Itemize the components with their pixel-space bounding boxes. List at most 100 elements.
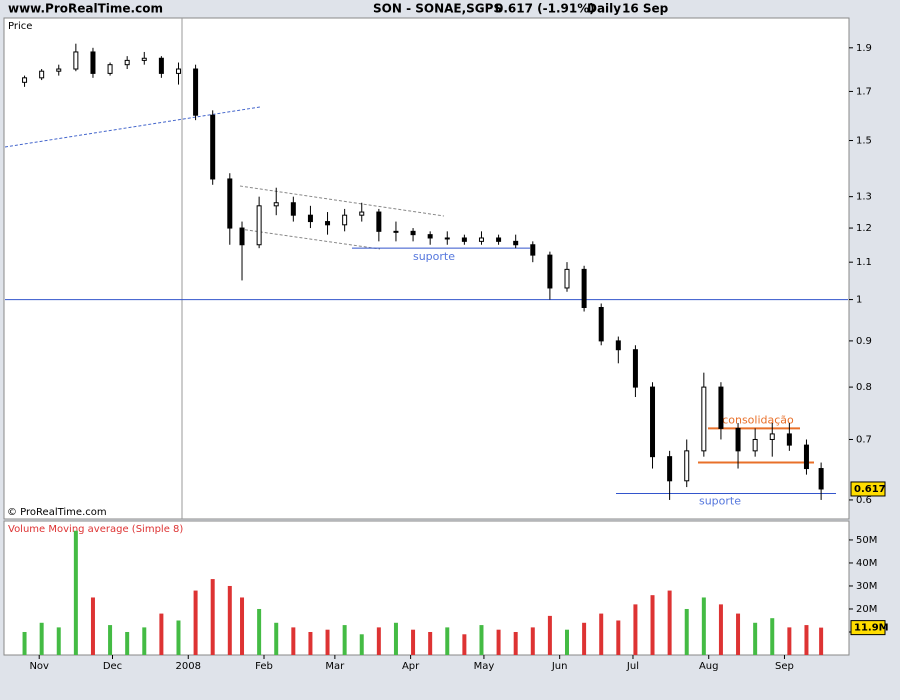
- volume-bar: [240, 597, 245, 655]
- volume-bar: [819, 627, 824, 655]
- candle-body: [718, 386, 724, 429]
- volume-bar: [56, 627, 61, 655]
- last-price-box: [850, 481, 886, 497]
- y-tick-label: 40M: [856, 558, 877, 569]
- last-volume: 11.9M: [854, 623, 889, 634]
- y-tick-label: 20M: [856, 604, 877, 615]
- candle-body: [256, 205, 262, 246]
- candle-body: [735, 427, 741, 452]
- volume-bar: [411, 629, 416, 655]
- volume-bar: [718, 604, 723, 655]
- volume-title: Volume Moving average (Simple 8): [8, 524, 183, 535]
- candle-body: [193, 68, 199, 116]
- y-tick-label: 1.3: [856, 192, 872, 203]
- candle-body: [124, 59, 130, 66]
- trend-line: [4, 106, 261, 148]
- candle-body: [39, 70, 45, 79]
- volume-bar: [736, 613, 741, 655]
- volume-bar: [108, 625, 113, 655]
- volume-bar: [125, 631, 130, 655]
- volume-bar: [359, 634, 364, 655]
- volume-bar: [39, 622, 44, 655]
- candle-body: [632, 349, 638, 388]
- volume-bar: [445, 627, 450, 655]
- y-tick-label: 1.7: [856, 86, 872, 97]
- y-tick-label: 1.2: [856, 223, 872, 234]
- candle-body: [581, 268, 587, 308]
- volume-bar: [376, 627, 381, 655]
- y-tick-label: 1.9: [856, 43, 872, 54]
- candle-body: [496, 237, 502, 242]
- y-tick-label: 1.5: [856, 136, 872, 147]
- candle-body: [56, 68, 62, 72]
- candle-body: [564, 268, 570, 289]
- volume-bar: [257, 608, 262, 655]
- volume-bar: [176, 620, 181, 655]
- volume-bar: [291, 627, 296, 655]
- volume-bar: [530, 627, 535, 655]
- candle-body: [461, 237, 467, 242]
- x-tick-label: 2008: [176, 661, 201, 672]
- x-tick-label: Mar: [325, 661, 345, 672]
- candle-body: [239, 227, 245, 246]
- volume-bar: [90, 597, 95, 655]
- candle-body: [547, 254, 553, 289]
- candle-body: [478, 237, 484, 242]
- candle-body: [513, 240, 519, 246]
- candle-body: [752, 438, 758, 452]
- volume-bar: [599, 613, 604, 655]
- y-tick-label: 0.8: [856, 382, 872, 393]
- x-tick-label: Aug: [699, 661, 719, 672]
- candle-body: [786, 433, 792, 446]
- candle-body: [615, 340, 621, 351]
- site: www.ProRealTime.com: [8, 2, 163, 16]
- volume-bar: [159, 613, 164, 655]
- candle-body: [273, 202, 279, 207]
- volume-bar: [73, 530, 78, 655]
- price-panel: [3, 17, 850, 520]
- volume-bar: [667, 590, 672, 655]
- candle-body: [684, 450, 690, 482]
- candle-body: [376, 211, 382, 232]
- volume-bar: [753, 622, 758, 655]
- x-tick-label: Nov: [29, 661, 49, 672]
- last-volume-box: [850, 620, 886, 636]
- volume-bar: [393, 622, 398, 655]
- channel-line: [239, 185, 445, 217]
- volume-bar: [684, 608, 689, 655]
- volume-bar: [342, 625, 347, 655]
- annotation: consolidação: [722, 413, 794, 426]
- volume-bar: [650, 595, 655, 655]
- y-tick-label: 0.9: [856, 336, 872, 347]
- volume-bar: [274, 622, 279, 655]
- candle-body: [22, 77, 28, 83]
- candle-body: [427, 234, 433, 239]
- candle-body: [175, 68, 181, 74]
- x-tick-label: Jul: [626, 661, 639, 672]
- volume-bar: [565, 629, 569, 655]
- candle-body: [342, 214, 348, 226]
- candle-body: [701, 386, 707, 452]
- candle-body: [73, 51, 79, 70]
- candle-body: [598, 306, 604, 342]
- x-tick-label: Dec: [103, 661, 122, 672]
- volume-bar: [22, 631, 27, 655]
- volume-bar: [227, 585, 232, 655]
- candle-body: [158, 57, 164, 74]
- candle-body: [290, 202, 296, 216]
- candle-body: [359, 211, 365, 216]
- volume-bar: [804, 625, 809, 655]
- candle-body: [650, 386, 656, 458]
- volume-bar: [496, 629, 501, 655]
- candle-body: [818, 468, 824, 490]
- volume-bar: [547, 615, 552, 655]
- annotation: suporte: [699, 494, 741, 507]
- quote: 0.617 (-1.91%): [495, 2, 595, 16]
- candle-body: [210, 114, 216, 180]
- volume-bar: [582, 622, 587, 655]
- annotation: suporte: [413, 250, 455, 263]
- candle-body: [444, 237, 450, 240]
- candle-body: [307, 214, 313, 223]
- candle-body: [393, 230, 399, 233]
- candle-body: [227, 178, 233, 229]
